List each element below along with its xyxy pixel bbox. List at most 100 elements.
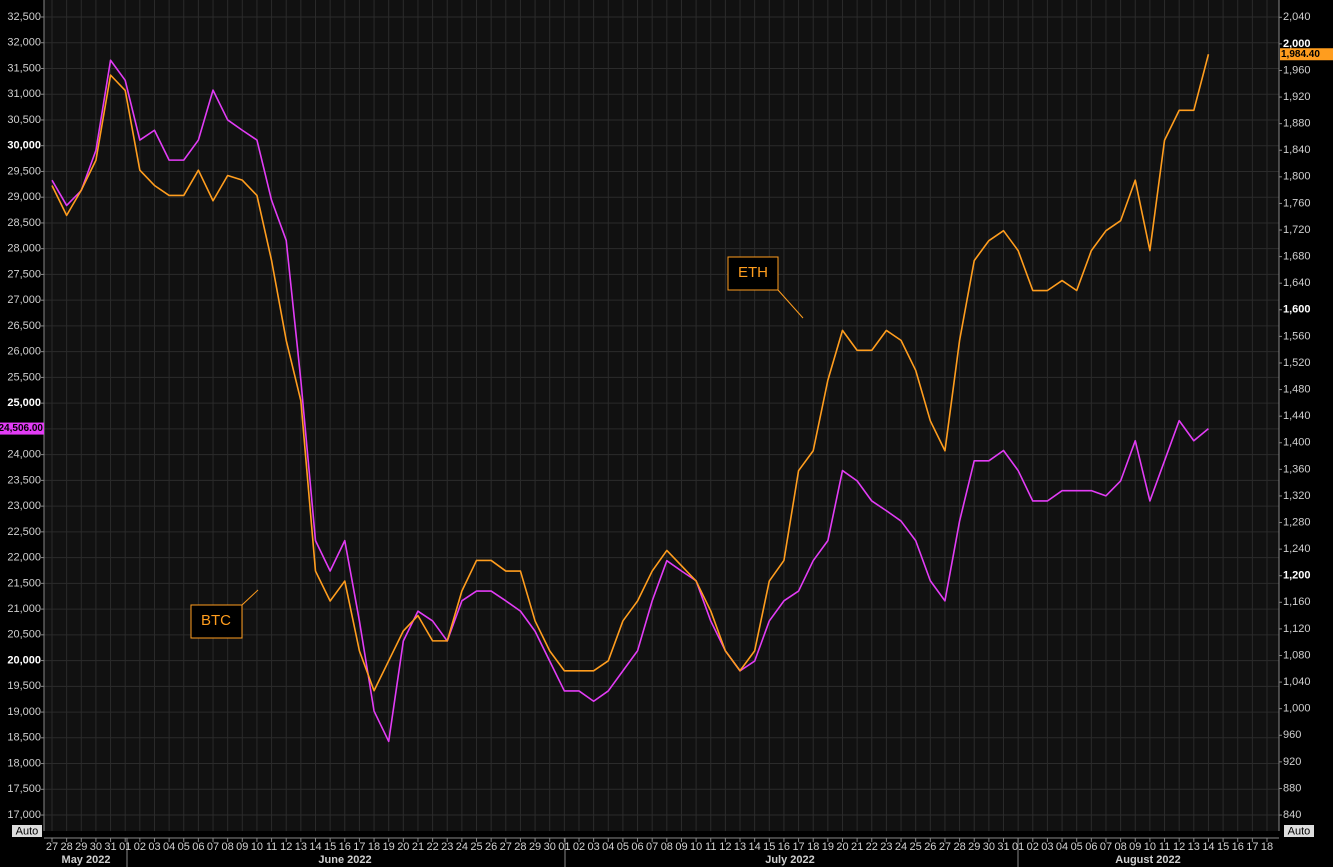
y2-tick-label: 1,320 bbox=[1283, 490, 1311, 502]
y-tick-label: 21,500 bbox=[7, 577, 41, 589]
grid bbox=[44, 0, 1279, 831]
x-tick-label: 07 bbox=[207, 841, 219, 853]
x-tick-label: 17 bbox=[353, 841, 365, 853]
y2-tick-label: 1,120 bbox=[1283, 623, 1311, 635]
annotation-connector bbox=[777, 289, 804, 319]
x-tick-label: 24 bbox=[456, 841, 468, 853]
x-tick-label: 31 bbox=[997, 841, 1009, 853]
y-tick-label: 25,000 bbox=[7, 397, 41, 409]
x-tick-label: 20 bbox=[397, 841, 409, 853]
x-tick-label: 13 bbox=[295, 841, 307, 853]
y2-tick-label: 1,680 bbox=[1283, 251, 1311, 263]
month-label: June 2022 bbox=[318, 854, 371, 866]
scale-button[interactable] bbox=[12, 825, 42, 837]
x-tick-label: 19 bbox=[822, 841, 834, 853]
x-tick-label: 09 bbox=[675, 841, 687, 853]
annotation-box bbox=[190, 604, 243, 639]
x-tick-label: 16 bbox=[339, 841, 351, 853]
y-tick-label: 23,000 bbox=[7, 500, 41, 512]
y-tick-label: 29,000 bbox=[7, 191, 41, 203]
x-tick-label: 03 bbox=[1041, 841, 1053, 853]
x-tick-label: 04 bbox=[163, 841, 175, 853]
x-tick-label: 11 bbox=[1159, 841, 1170, 853]
y2-tick-label: 1,960 bbox=[1283, 64, 1311, 76]
y-tick-label: 26,000 bbox=[7, 346, 41, 358]
month-label: August 2022 bbox=[1115, 854, 1180, 866]
x-tick-label: 04 bbox=[602, 841, 614, 853]
x-tick-label: 31 bbox=[104, 841, 116, 853]
x-tick-label: 03 bbox=[148, 841, 160, 853]
scale-button-label[interactable]: Auto bbox=[16, 825, 39, 837]
scale-button[interactable] bbox=[1284, 825, 1314, 837]
y2-tick-label: 1,760 bbox=[1283, 197, 1311, 209]
y-tick-label: 22,500 bbox=[7, 526, 41, 538]
x-tick-label: 28 bbox=[514, 841, 526, 853]
y-tick-label: 32,000 bbox=[7, 37, 41, 49]
x-tick-label: 08 bbox=[222, 841, 234, 853]
y-tick-label: 26,500 bbox=[7, 320, 41, 332]
x-tick-label: 09 bbox=[1129, 841, 1141, 853]
y2-tick-label: 1,040 bbox=[1283, 676, 1311, 688]
y2-tick-label: 1,480 bbox=[1283, 383, 1311, 395]
y-tick-label: 20,500 bbox=[7, 629, 41, 641]
x-tick-label: 21 bbox=[851, 841, 863, 853]
y-tick-label: 30,500 bbox=[7, 114, 41, 126]
x-tick-label: 18 bbox=[1261, 841, 1273, 853]
x-tick-label: 20 bbox=[836, 841, 848, 853]
scale-button-label[interactable]: Auto bbox=[1288, 825, 1311, 837]
x-tick-label: 07 bbox=[1100, 841, 1112, 853]
y2-tick-label: 840 bbox=[1283, 809, 1301, 821]
x-tick-label: 06 bbox=[192, 841, 204, 853]
left-scale-button[interactable]: Auto bbox=[12, 825, 42, 837]
y2-tick-label: 1,920 bbox=[1283, 91, 1311, 103]
x-tick-label: 27 bbox=[500, 841, 512, 853]
y-tick-label: 27,000 bbox=[7, 294, 41, 306]
x-tick-label: 06 bbox=[631, 841, 643, 853]
y2-tick-label: 2,000 bbox=[1283, 38, 1311, 50]
x-tick-label: 02 bbox=[573, 841, 585, 853]
month-label: July 2022 bbox=[765, 854, 815, 866]
x-tick-label: 14 bbox=[749, 841, 761, 853]
x-tick-label: 29 bbox=[75, 841, 87, 853]
x-tick-label: 06 bbox=[1085, 841, 1097, 853]
lines bbox=[51, 54, 1210, 743]
x-tick-label: 15 bbox=[324, 841, 336, 853]
y2-tick-label: 1,560 bbox=[1283, 330, 1311, 342]
y2-tick-label: 1,880 bbox=[1283, 118, 1311, 130]
y-tick-label: 17,500 bbox=[7, 783, 41, 795]
y-tick-label: 30,000 bbox=[7, 140, 41, 152]
y-tick-label: 31,000 bbox=[7, 88, 41, 100]
x-tick-label: 21 bbox=[412, 841, 424, 853]
y2-tick-label: 1,840 bbox=[1283, 144, 1311, 156]
y2-tick-label: 1,200 bbox=[1283, 570, 1311, 582]
y2-tick-label: 1,800 bbox=[1283, 171, 1311, 183]
y-tick-label: 28,500 bbox=[7, 217, 41, 229]
x-tick-label: 01 bbox=[1012, 841, 1024, 853]
x-tick-label: 24 bbox=[895, 841, 907, 853]
y2-tick-label: 1,160 bbox=[1283, 596, 1311, 608]
x-tick-label: 03 bbox=[588, 841, 600, 853]
x-tick-label: 16 bbox=[1232, 841, 1244, 853]
x-tick-label: 08 bbox=[1114, 841, 1126, 853]
series-line bbox=[51, 59, 1209, 743]
x-tick-label: 13 bbox=[1188, 841, 1200, 853]
annotation-label: ETH bbox=[738, 264, 768, 281]
y2-tick-label: 920 bbox=[1283, 756, 1301, 768]
x-tick-label: 29 bbox=[968, 841, 980, 853]
x-tick-label: 26 bbox=[485, 841, 497, 853]
x-tick-label: 08 bbox=[661, 841, 673, 853]
right-scale-button[interactable]: Auto bbox=[1284, 825, 1314, 837]
y-tick-label: 27,500 bbox=[7, 268, 41, 280]
x-tick-label: 01 bbox=[119, 841, 131, 853]
annotation-label: BTC bbox=[201, 612, 231, 629]
x-tick-label: 12 bbox=[280, 841, 292, 853]
annotation-box bbox=[727, 256, 779, 291]
x-tick-label: 12 bbox=[719, 841, 731, 853]
y-tick-label: 19,000 bbox=[7, 706, 41, 718]
last-value-label: 24,506.00 bbox=[0, 423, 43, 434]
plot-area bbox=[44, 0, 1279, 831]
x-tick-label: 19 bbox=[383, 841, 395, 853]
x-tick-label: 16 bbox=[778, 841, 790, 853]
y-tick-label: 18,000 bbox=[7, 757, 41, 769]
